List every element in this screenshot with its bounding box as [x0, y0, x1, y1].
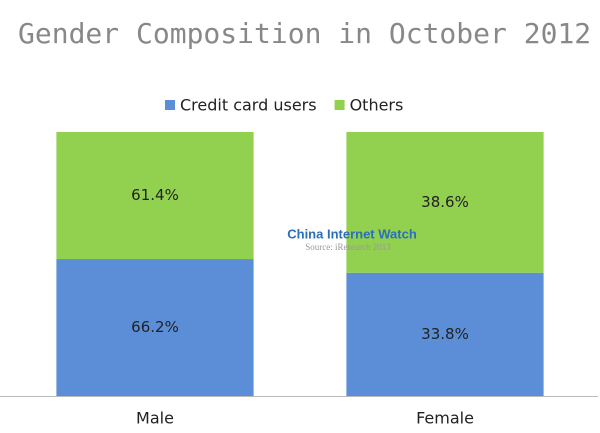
- legend-label: Credit card users: [180, 96, 317, 115]
- chart-title: Gender Composition in October 2012: [18, 17, 591, 50]
- bar-segment: [346, 272, 544, 396]
- data-label: 61.4%: [131, 186, 179, 204]
- x-tick-label: Female: [416, 409, 474, 428]
- legend-swatch: [165, 100, 175, 110]
- data-label: 38.6%: [421, 193, 469, 211]
- bar-segment: [56, 132, 254, 260]
- legend-label: Others: [350, 96, 404, 115]
- bar-segment: [56, 259, 254, 396]
- legend-swatch: [334, 100, 345, 110]
- watermark: China Internet Watch: [287, 226, 417, 241]
- watermark-source: Source: iResearch 2013: [305, 242, 391, 252]
- x-tick-label: Male: [136, 409, 174, 428]
- bar-segment: [346, 132, 544, 273]
- data-label: 33.8%: [421, 325, 469, 343]
- data-label: 66.2%: [131, 318, 179, 336]
